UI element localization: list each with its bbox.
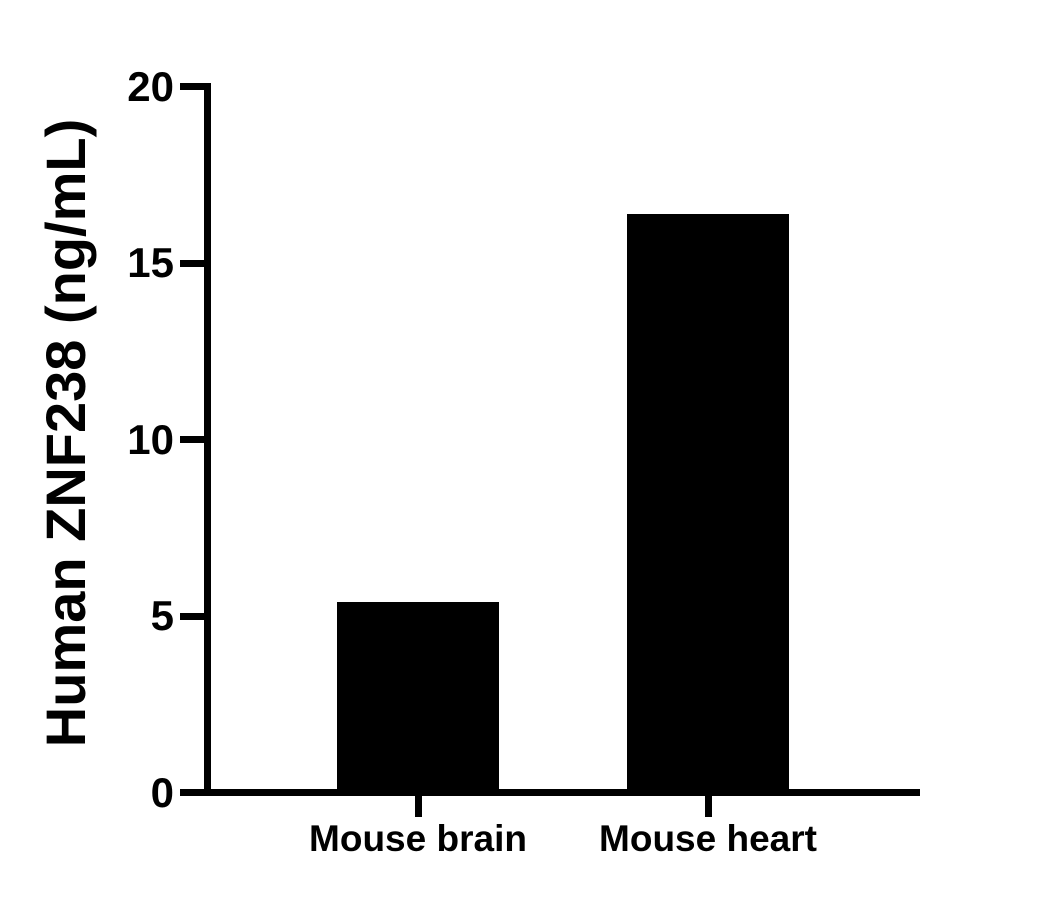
bar-mouse-brain xyxy=(337,601,499,793)
y-tick-mark xyxy=(180,259,207,267)
y-tick-label: 0 xyxy=(150,768,174,816)
x-category-label: Mouse brain xyxy=(309,818,527,859)
y-tick-label: 5 xyxy=(150,592,174,639)
y-tick-mark xyxy=(180,612,207,620)
x-category-label: Mouse heart xyxy=(599,818,817,859)
y-axis-line xyxy=(204,83,211,796)
x-axis-line xyxy=(180,789,920,796)
y-tick-label: 10 xyxy=(127,415,174,463)
x-tick-mark xyxy=(704,796,712,817)
y-tick-mark xyxy=(180,83,207,90)
y-tick-label: 20 xyxy=(127,62,174,110)
x-tick-mark xyxy=(414,796,422,817)
y-tick-mark xyxy=(180,436,207,443)
y-tick-label: 15 xyxy=(127,239,174,286)
y-tick-mark xyxy=(180,789,207,796)
bar-mouse-heart xyxy=(627,213,789,793)
